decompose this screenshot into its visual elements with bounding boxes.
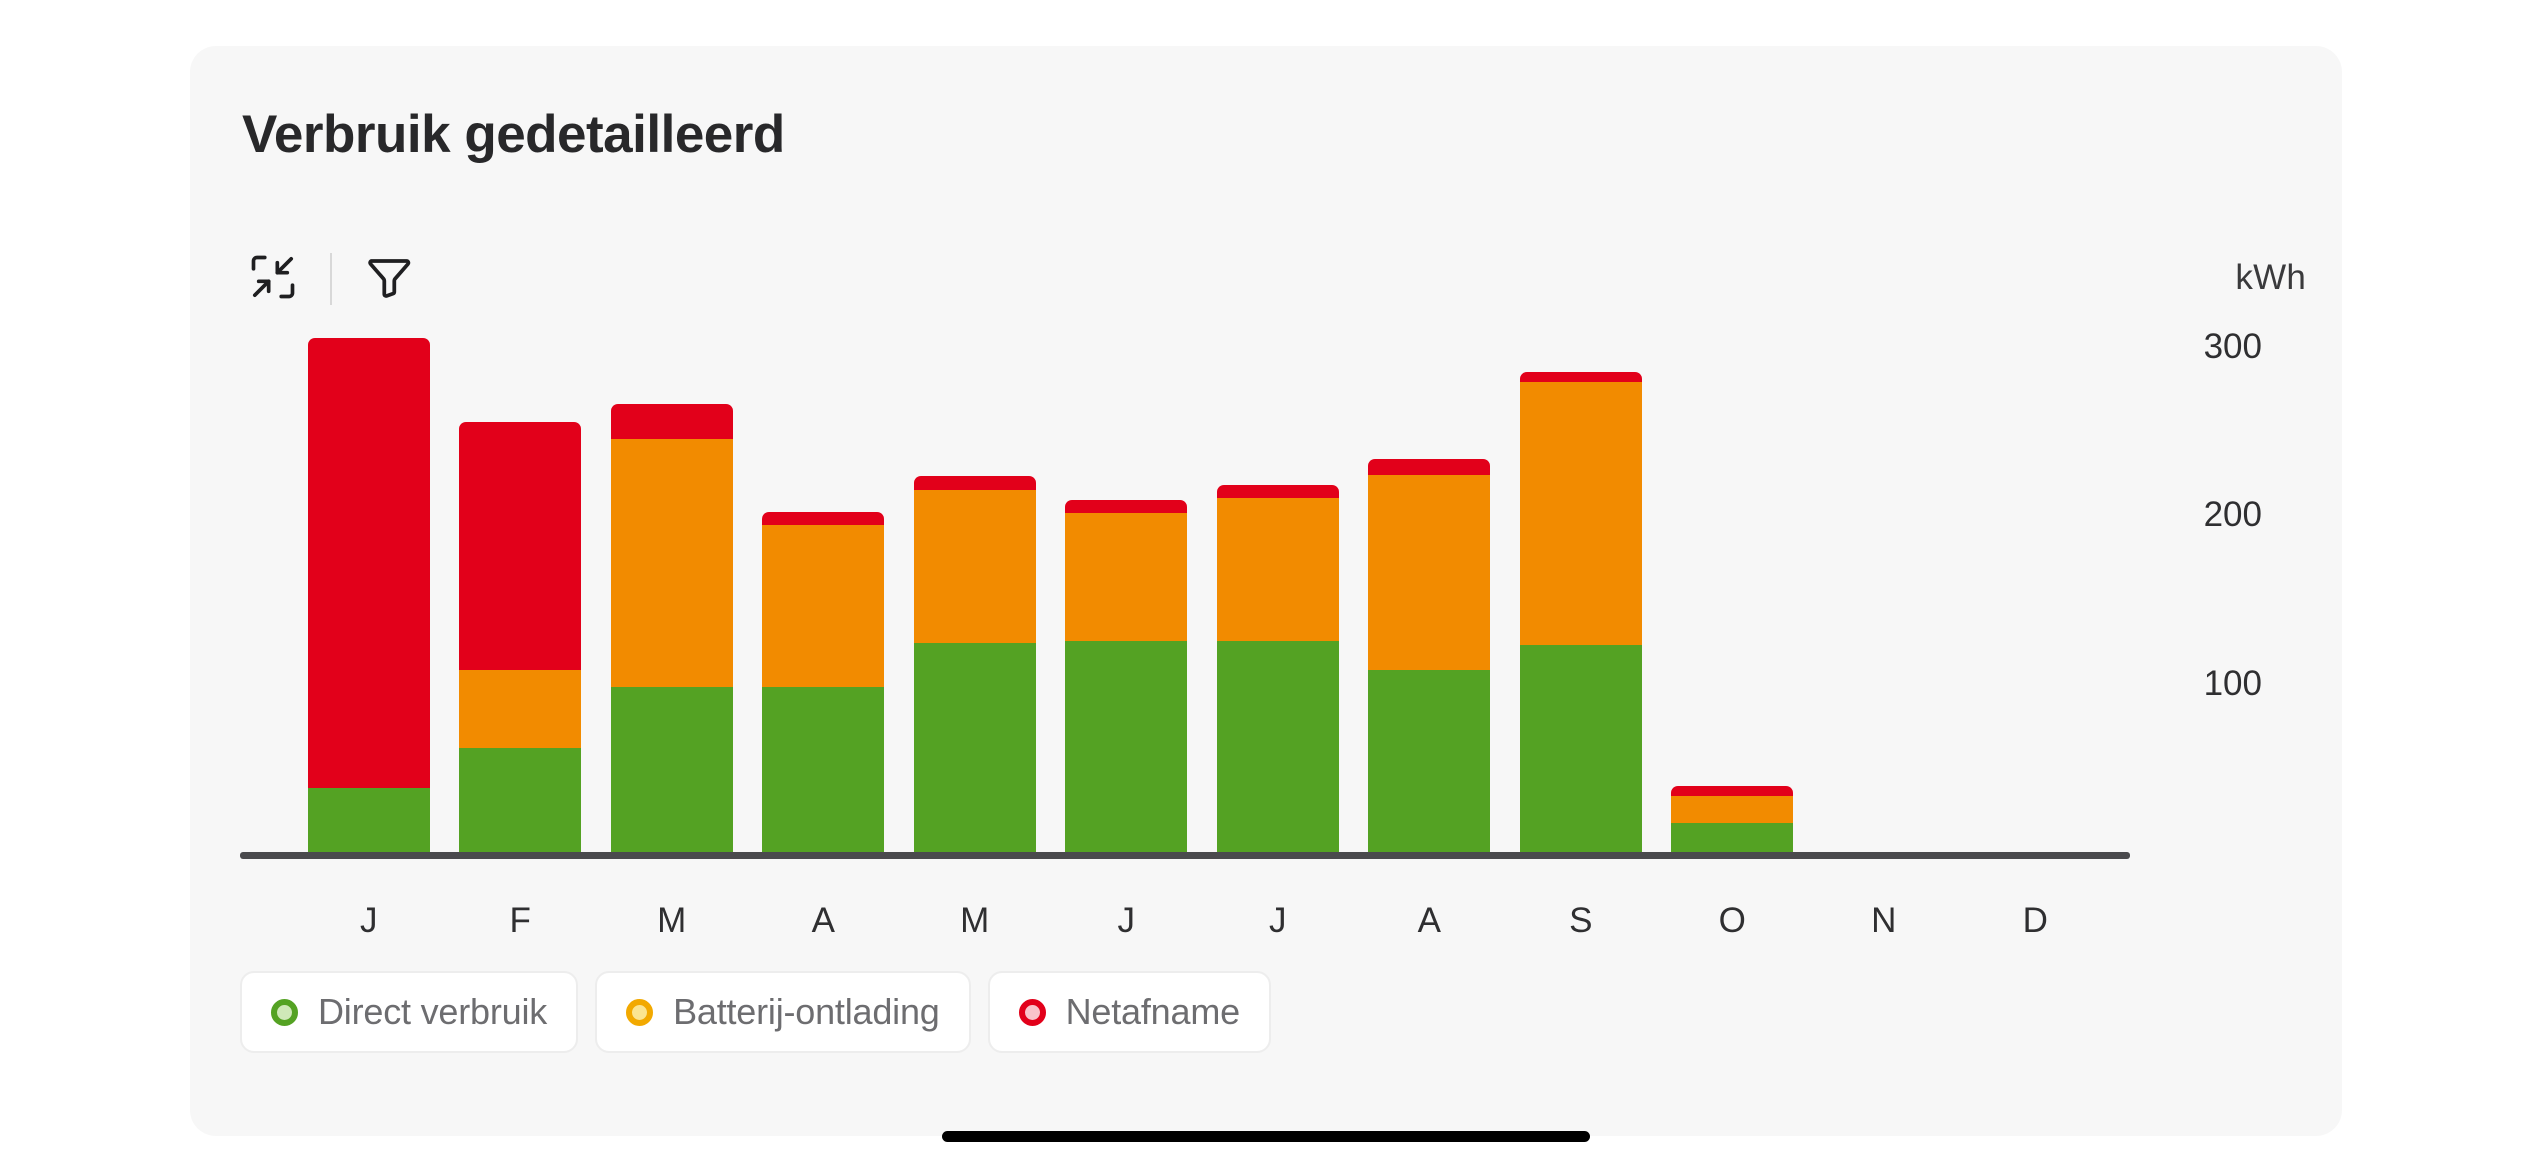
bar-group: [302, 296, 2102, 852]
legend-chip-0[interactable]: Direct verbruik: [240, 971, 579, 1053]
bar-slot-f-1[interactable]: [454, 296, 588, 852]
segment-netafname: [1671, 786, 1794, 797]
x-tick-9: O: [1718, 901, 1746, 940]
stacked-bar[interactable]: [459, 422, 582, 852]
x-tick-7: A: [1417, 901, 1441, 940]
stacked-bar[interactable]: [1065, 499, 1188, 852]
segment-batterij-ontlading: [1519, 381, 1642, 645]
consumption-detail-card: Verbruik gedetailleerd: [190, 46, 2342, 1136]
bar-slot-m-4[interactable]: [908, 296, 1042, 852]
page-title: Verbruik gedetailleerd: [242, 105, 785, 164]
bar-slot-o-9[interactable]: [1666, 296, 1800, 852]
segment-direct-verbruik: [762, 686, 885, 852]
segment-direct-verbruik: [610, 686, 733, 852]
segment-netafname: [459, 422, 582, 671]
filter-funnel-icon: [364, 252, 414, 307]
bar-slot-j-0[interactable]: [302, 296, 436, 852]
segment-batterij-ontlading: [459, 670, 582, 748]
legend-chip-1[interactable]: Batterij-ontlading: [595, 971, 971, 1053]
x-axis-line: [240, 852, 2130, 859]
x-tick-6: J: [1269, 901, 1287, 940]
bar-slot-a-3[interactable]: [757, 296, 891, 852]
x-tick-11: D: [2022, 901, 2048, 940]
stacked-bar[interactable]: [913, 476, 1036, 852]
segment-direct-verbruik: [459, 747, 582, 852]
y-tick-200: 200: [2203, 495, 2262, 535]
segment-batterij-ontlading: [913, 489, 1036, 644]
legend-label: Netafname: [1065, 991, 1241, 1032]
segment-netafname: [1216, 484, 1339, 499]
bar-slot-j-5[interactable]: [1060, 296, 1194, 852]
y-axis-tick-labels: 100 200 300: [2152, 296, 2282, 852]
home-indicator: [942, 1131, 1590, 1142]
x-tick-4: M: [960, 901, 990, 940]
y-tick-300: 300: [2203, 326, 2262, 366]
stacked-bar[interactable]: [307, 338, 430, 852]
stacked-bar[interactable]: [610, 403, 733, 852]
bar-slot-a-7[interactable]: [1363, 296, 1497, 852]
bar-slot-j-6[interactable]: [1211, 296, 1345, 852]
segment-batterij-ontlading: [1368, 474, 1491, 671]
y-tick-100: 100: [2203, 663, 2262, 703]
x-tick-0: J: [360, 901, 378, 940]
y-axis-unit-label: kWh: [2235, 258, 2306, 297]
collapse-button[interactable]: [240, 246, 306, 312]
x-tick-2: M: [657, 901, 687, 940]
bar-slot-n-10[interactable]: [1817, 296, 1951, 852]
filter-button[interactable]: [356, 246, 422, 312]
segment-batterij-ontlading: [1216, 498, 1339, 642]
legend-label: Direct verbruik: [318, 991, 548, 1032]
segment-direct-verbruik: [1671, 823, 1794, 852]
chart-legend: Direct verbruik Batterij-ontlading Netafna…: [240, 971, 1271, 1053]
stacked-bar[interactable]: [1216, 484, 1339, 852]
legend-marker-icon: [271, 998, 298, 1026]
x-tick-1: F: [509, 901, 531, 940]
toolbar-divider: [330, 253, 332, 305]
legend-label: Batterij-ontlading: [673, 991, 940, 1032]
segment-netafname: [307, 338, 430, 788]
bar-slot-s-8[interactable]: [1514, 296, 1648, 852]
x-tick-3: A: [811, 901, 835, 940]
legend-marker-icon: [626, 998, 654, 1026]
segment-batterij-ontlading: [1065, 513, 1188, 642]
segment-direct-verbruik: [913, 643, 1036, 852]
bar-slot-d-11[interactable]: [1969, 296, 2103, 852]
segment-batterij-ontlading: [762, 525, 885, 687]
segment-batterij-ontlading: [1671, 796, 1794, 824]
segment-direct-verbruik: [1519, 644, 1642, 852]
segment-netafname: [1065, 499, 1188, 514]
chart-toolbar: [240, 246, 422, 312]
segment-netafname: [1519, 371, 1642, 382]
bar-slot-m-2[interactable]: [605, 296, 739, 852]
stacked-bar[interactable]: [1519, 371, 1642, 852]
x-tick-8: S: [1569, 901, 1593, 940]
x-tick-5: J: [1117, 901, 1136, 940]
legend-marker-icon: [1018, 998, 1046, 1026]
segment-direct-verbruik: [1216, 641, 1339, 852]
segment-batterij-ontlading: [610, 439, 733, 687]
segment-netafname: [762, 511, 885, 526]
segment-netafname: [913, 476, 1036, 490]
stacked-bar[interactable]: [1671, 786, 1794, 852]
stacked-bar[interactable]: [1368, 459, 1491, 852]
segment-direct-verbruik: [307, 787, 430, 852]
chart-plot-area: 100 200 300: [240, 296, 2306, 859]
segment-direct-verbruik: [1065, 641, 1188, 852]
segment-netafname: [610, 403, 733, 440]
collapse-arrows-icon: [247, 251, 299, 308]
x-tick-10: N: [1871, 901, 1897, 940]
legend-chip-2[interactable]: Netafname: [987, 971, 1271, 1053]
segment-netafname: [1368, 459, 1491, 475]
stacked-bar[interactable]: [762, 511, 885, 852]
segment-direct-verbruik: [1368, 670, 1491, 852]
